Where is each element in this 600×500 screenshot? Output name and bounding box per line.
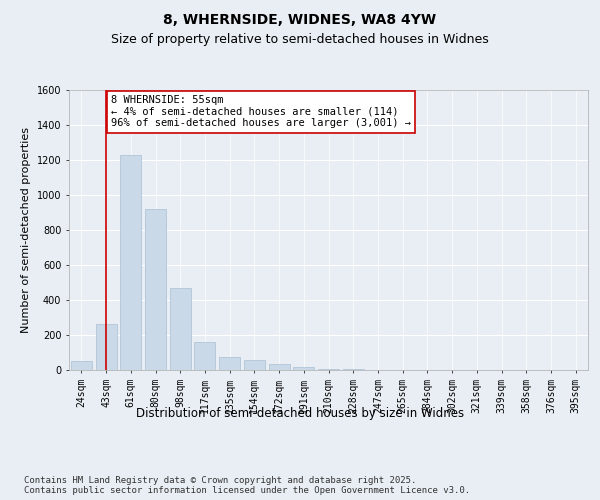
Text: 8 WHERNSIDE: 55sqm
← 4% of semi-detached houses are smaller (114)
96% of semi-de: 8 WHERNSIDE: 55sqm ← 4% of semi-detached… — [111, 95, 411, 128]
Bar — [219, 357, 240, 370]
Bar — [244, 360, 265, 370]
Text: Size of property relative to semi-detached houses in Widnes: Size of property relative to semi-detach… — [111, 32, 489, 46]
Bar — [95, 324, 116, 370]
Bar — [318, 369, 339, 370]
Y-axis label: Number of semi-detached properties: Number of semi-detached properties — [21, 127, 31, 333]
Bar — [120, 154, 141, 370]
Bar — [269, 364, 290, 370]
Bar — [145, 209, 166, 370]
Bar — [71, 361, 92, 370]
Bar — [194, 342, 215, 370]
Text: Distribution of semi-detached houses by size in Widnes: Distribution of semi-detached houses by … — [136, 408, 464, 420]
Bar — [170, 288, 191, 370]
Bar — [293, 367, 314, 370]
Text: 8, WHERNSIDE, WIDNES, WA8 4YW: 8, WHERNSIDE, WIDNES, WA8 4YW — [163, 12, 437, 26]
Text: Contains HM Land Registry data © Crown copyright and database right 2025.
Contai: Contains HM Land Registry data © Crown c… — [24, 476, 470, 495]
